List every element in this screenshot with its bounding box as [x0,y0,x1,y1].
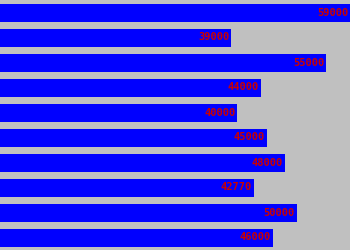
Bar [0,78,261,96]
Text: 40000: 40000 [204,108,235,118]
Text: 59000: 59000 [317,8,348,18]
Bar [0,28,231,46]
Text: 46000: 46000 [240,232,271,242]
Bar [0,178,254,196]
Bar [0,104,237,122]
Bar [0,54,326,72]
Bar [0,228,273,246]
Text: 42770: 42770 [220,182,252,192]
Text: 39000: 39000 [198,32,229,42]
Text: 55000: 55000 [293,58,324,68]
Text: 50000: 50000 [263,208,295,218]
Text: 44000: 44000 [228,82,259,92]
Bar [0,4,350,22]
Text: 45000: 45000 [234,132,265,142]
Text: 48000: 48000 [252,158,283,168]
Bar [0,204,296,222]
Bar [0,128,267,146]
Bar [0,154,285,172]
